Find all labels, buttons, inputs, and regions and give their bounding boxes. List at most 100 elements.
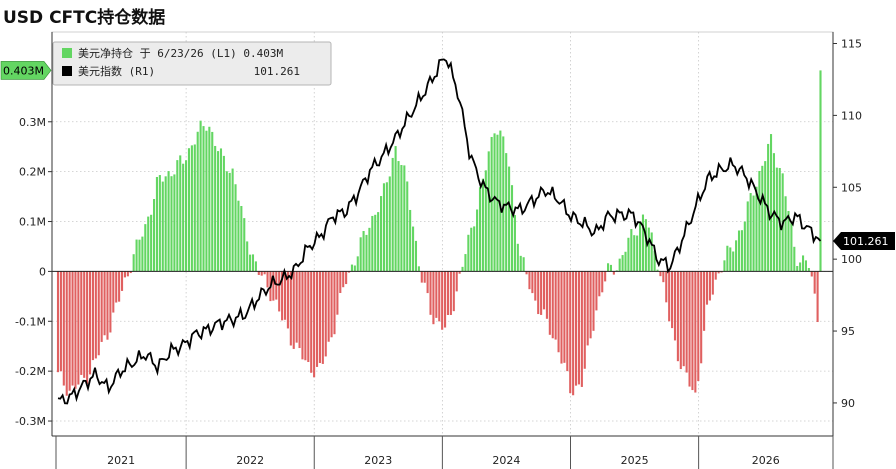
bar [589,271,592,339]
bar [365,234,368,272]
bar [129,271,132,274]
right-tick-label: 90 [841,397,855,410]
left-tick-label: 0.2M [19,166,46,179]
x-tick-label: 2021 [107,454,135,467]
bar [336,271,339,315]
bar [97,271,100,356]
bar [586,271,589,346]
bar [94,271,97,359]
bar [545,271,548,319]
bar [691,271,694,391]
bar [135,239,138,272]
bar [371,215,374,272]
bar [609,264,613,272]
bar [563,271,566,363]
bar [746,201,749,272]
bar [572,271,575,396]
bar [185,160,188,272]
bar [444,271,447,328]
bar [231,168,234,272]
bar [257,271,260,275]
bar [534,271,537,301]
bar-series [52,70,833,396]
legend-swatch-positions [62,48,72,58]
left-value-tag: 0.403M [0,61,52,80]
bar [607,263,610,272]
bar [321,271,324,364]
bar [350,264,353,272]
bar [630,229,633,272]
bar [478,187,482,272]
bar [152,199,156,272]
bar [703,271,706,331]
x-tick-label: 2025 [621,454,649,467]
x-tick-label: 2026 [752,454,780,467]
bar [150,214,153,272]
bar [202,126,205,272]
bar [682,271,685,367]
bar [170,176,173,272]
right-tick-label: 110 [841,109,862,122]
bar [240,206,243,272]
bar [158,175,161,272]
bar [289,271,292,346]
bar [726,245,729,272]
bar [793,246,796,272]
bar [612,271,615,275]
bar [426,271,429,294]
bar [347,271,351,273]
bar [615,270,618,272]
bar [813,271,816,294]
bar [330,271,333,338]
bar [790,221,793,272]
bar [446,271,450,315]
bar [636,235,639,272]
bar [784,196,787,272]
bar [356,256,359,272]
bar [304,271,307,361]
bar [508,166,511,272]
bar [103,271,106,336]
bar [342,271,345,288]
bar [729,247,732,272]
x-tick-label: 2023 [364,454,392,467]
bar [417,266,420,272]
bar [516,243,519,272]
bar [339,271,342,294]
bar [595,271,598,311]
bar [740,230,743,272]
bar [679,271,682,370]
bar [656,269,659,272]
bar [627,237,630,272]
bar [671,271,674,329]
bar [368,227,371,272]
bar [668,271,671,322]
left-tick-label: -0.2M [15,365,46,378]
bar [100,271,103,342]
left-tick-label: -0.1M [15,315,46,328]
bar [222,155,225,272]
bar [138,239,141,272]
bar [458,271,461,274]
bar [385,182,388,272]
bar [324,271,327,357]
right-tick-label: 100 [841,253,862,266]
bar [484,170,487,272]
bar [604,271,607,282]
bar [755,186,758,272]
bar [409,209,412,272]
bar [441,271,444,330]
bar [592,271,595,331]
bar [665,271,668,303]
bar [91,271,94,361]
left-tag-shape [0,61,52,80]
bar [275,271,278,300]
bar [118,271,121,302]
bar [310,271,313,373]
legend-label-positions: 美元净持仓 于 6/23/26 (L1) 0.403M [78,46,283,60]
bar [307,271,310,363]
bar [141,236,144,272]
bar [260,271,263,276]
bar [769,134,773,272]
